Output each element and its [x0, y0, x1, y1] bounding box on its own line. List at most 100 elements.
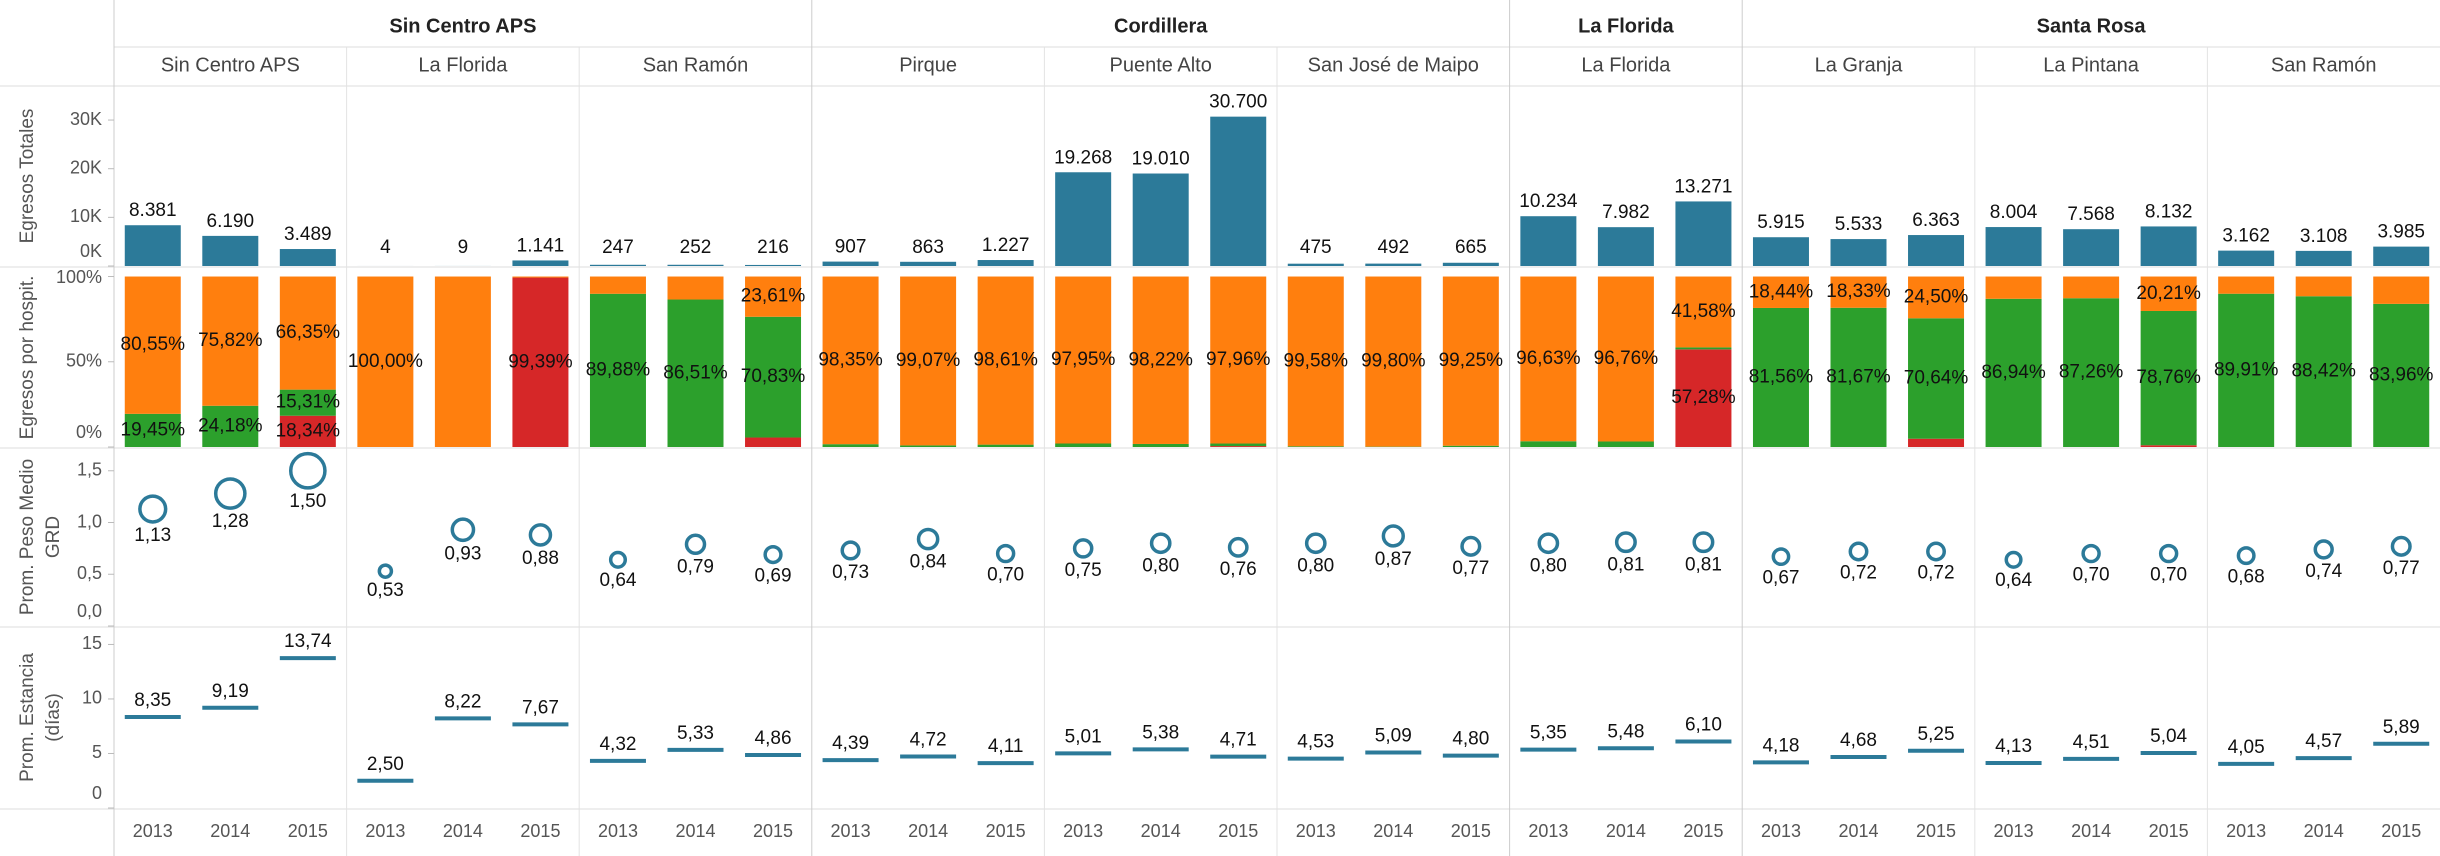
bubble — [2158, 543, 2179, 564]
value-label: 0,76 — [1220, 559, 1257, 580]
value-label: 3.108 — [2300, 226, 2348, 247]
x-tick-label: 2015 — [1451, 821, 1491, 841]
bar-segment — [977, 276, 1034, 445]
value-label: 98,35% — [818, 349, 883, 370]
bar — [1365, 263, 1422, 266]
value-label: 8.004 — [1990, 202, 2038, 223]
x-tick-label: 2014 — [2071, 821, 2111, 841]
value-label: 0,64 — [599, 570, 636, 591]
bubble — [684, 533, 707, 556]
value-label: 0,77 — [1452, 558, 1489, 579]
value-label: 0,69 — [755, 565, 792, 586]
x-tick-label: 2013 — [1761, 821, 1801, 841]
value-label: 252 — [680, 237, 712, 258]
value-label: 0,53 — [367, 580, 404, 601]
bar — [124, 225, 181, 266]
value-label: 1,28 — [212, 511, 249, 532]
x-tick-label: 2013 — [365, 821, 405, 841]
value-label: 7.568 — [2067, 204, 2115, 225]
x-tick-label: 2013 — [2226, 821, 2266, 841]
bar — [2373, 246, 2430, 266]
value-label: 98,22% — [1128, 349, 1193, 370]
bar-segment — [822, 444, 879, 447]
bar-segment — [357, 276, 414, 447]
value-label: 0,64 — [1995, 570, 2032, 591]
group-label: La Florida — [1578, 15, 1674, 37]
value-label: 4,51 — [2073, 732, 2110, 753]
bubble — [1460, 535, 1482, 557]
bar — [1132, 173, 1189, 266]
value-label: 100,00% — [348, 351, 423, 372]
value-label: 5.915 — [1757, 212, 1805, 233]
value-label: 9 — [458, 237, 469, 258]
bar — [1287, 263, 1344, 266]
bar-segment — [1210, 443, 1267, 447]
x-tick-label: 2015 — [986, 821, 1026, 841]
y-tick-label: 20K — [70, 157, 102, 177]
axis-label: Egresos Totales — [17, 109, 38, 244]
value-label: 99,39% — [508, 351, 573, 372]
bar-segment — [589, 276, 646, 294]
bubble — [2236, 546, 2256, 566]
value-label: 4,18 — [1762, 735, 1799, 756]
value-label: 96,76% — [1594, 348, 1659, 369]
value-label: 80,55% — [121, 334, 186, 355]
bar — [589, 264, 646, 266]
bar-segment — [1752, 276, 1809, 308]
column-label: Sin Centro APS — [161, 54, 300, 76]
bar-segment — [1908, 438, 1965, 447]
value-label: 3.489 — [284, 224, 332, 245]
value-label: 97,96% — [1206, 349, 1271, 370]
value-label: 863 — [912, 237, 944, 258]
bar-segment — [512, 276, 569, 278]
axis-label: Prom. Peso Medio — [17, 459, 38, 615]
value-label: 3.162 — [2222, 226, 2270, 247]
value-label: 0,70 — [2150, 565, 2187, 586]
value-label: 6,10 — [1685, 715, 1722, 736]
y-tick-label: 0,0 — [77, 601, 102, 621]
bubble — [1227, 536, 1249, 558]
value-label: 5,33 — [677, 723, 714, 744]
bar-segment — [2295, 276, 2352, 297]
bar-segment — [2140, 276, 2197, 311]
value-label: 5,04 — [2150, 726, 2187, 747]
value-label: 89,88% — [586, 359, 651, 380]
value-label: 2,50 — [367, 754, 404, 775]
bar-segment — [2140, 445, 2197, 447]
bubble — [1149, 532, 1172, 555]
value-label: 81,56% — [1749, 366, 1814, 387]
value-label: 20,21% — [2136, 283, 2201, 304]
y-tick-label: 10K — [70, 206, 102, 226]
bar — [667, 264, 724, 266]
group-label: Santa Rosa — [2037, 15, 2147, 37]
value-label: 8,35 — [134, 690, 171, 711]
value-label: 89,91% — [2214, 359, 2279, 380]
x-tick-label: 2014 — [1141, 821, 1181, 841]
value-label: 23,61% — [741, 286, 806, 307]
bubble — [2004, 550, 2023, 569]
bar — [2063, 229, 2120, 266]
bar-segment — [1287, 276, 1344, 447]
bar-segment — [1132, 443, 1189, 447]
bubble — [288, 451, 327, 490]
column-label: San Ramón — [643, 54, 749, 76]
value-label: 0,67 — [1762, 567, 1799, 588]
bubble — [1926, 541, 1946, 562]
bar-segment — [977, 444, 1034, 447]
value-label: 19,45% — [121, 419, 186, 440]
bar-segment — [202, 276, 259, 406]
bar — [1442, 262, 1499, 266]
bar — [2140, 226, 2197, 266]
bar-segment — [1055, 276, 1112, 444]
bubble — [528, 523, 553, 547]
bar — [1752, 237, 1809, 266]
value-label: 1,50 — [289, 491, 326, 512]
value-label: 75,82% — [198, 330, 263, 351]
bar — [900, 261, 957, 266]
value-label: 0,88 — [522, 548, 559, 569]
x-tick-label: 2013 — [598, 821, 638, 841]
value-label: 492 — [1377, 237, 1409, 258]
value-label: 24,18% — [198, 415, 263, 436]
value-label: 0,73 — [832, 562, 869, 583]
value-label: 70,64% — [1904, 368, 1969, 389]
